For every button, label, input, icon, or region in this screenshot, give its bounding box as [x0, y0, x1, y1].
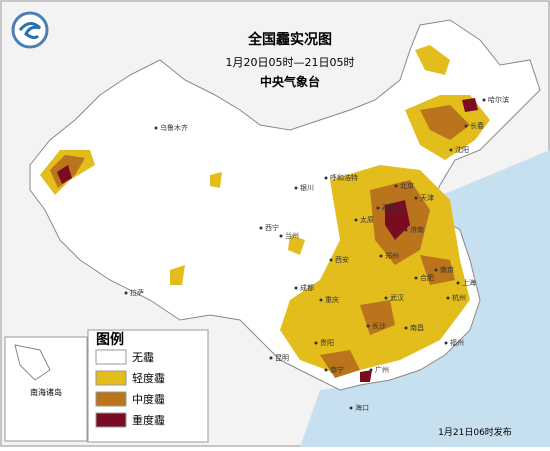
city-dot — [464, 124, 468, 128]
city-label: 南宁 — [330, 365, 344, 374]
city-dot — [324, 176, 328, 180]
city-dot — [404, 326, 408, 330]
city-dot — [369, 368, 373, 372]
inset-land — [14, 344, 51, 381]
logo-mark — [18, 22, 42, 40]
city-label: 重庆 — [325, 295, 339, 304]
city-dot — [314, 341, 318, 345]
city-label: 北京 — [400, 181, 414, 190]
city-label: 海口 — [355, 403, 369, 412]
city-dot — [404, 228, 408, 232]
city-label: 呼和浩特 — [330, 173, 358, 182]
city-label: 昆明 — [275, 354, 289, 362]
city-label: 贵阳 — [320, 338, 334, 347]
city-dot — [294, 186, 298, 190]
city-label: 拉萨 — [130, 288, 144, 297]
period: 1月20日05时—21日05时 — [226, 56, 355, 69]
city-dot — [319, 298, 323, 302]
city-label: 天津 — [420, 194, 434, 202]
city-label: 哈尔滨 — [488, 95, 509, 104]
city-dot — [446, 296, 450, 300]
city-label: 杭州 — [452, 293, 466, 302]
city-dot — [354, 218, 358, 222]
city-label: 南昌 — [410, 323, 424, 332]
city-dot — [329, 258, 333, 262]
legend-swatches — [95, 349, 127, 428]
city-label: 郑州 — [385, 252, 399, 260]
sea — [300, 150, 550, 447]
city-label: 乌鲁木齐 — [160, 123, 188, 132]
city-dot — [366, 324, 370, 328]
city-label: 银川 — [300, 183, 314, 192]
city-label: 成都 — [300, 283, 314, 292]
city-dot — [259, 226, 263, 230]
city-label: 济南 — [410, 225, 424, 234]
city-label: 石家庄 — [382, 203, 403, 212]
city-dot — [384, 296, 388, 300]
legend-label: 重度霾 — [132, 413, 165, 427]
city-dot — [394, 184, 398, 188]
city-dot — [349, 406, 353, 410]
city-dot — [279, 234, 283, 238]
city-dot — [379, 254, 383, 258]
title: 全国霾实况图 — [247, 31, 332, 48]
city-dot — [434, 268, 438, 272]
issued: 1月21日06时发布 — [438, 426, 512, 438]
city-label: 广州 — [375, 365, 389, 374]
city-label: 上海 — [462, 278, 476, 287]
inset-label: 南海诸岛 — [30, 387, 62, 397]
city-dot — [124, 291, 128, 295]
city-label: 西宁 — [265, 223, 279, 232]
city-dot — [482, 98, 486, 102]
city-dot — [324, 368, 328, 372]
city-dot — [376, 206, 380, 210]
legend-label: 中度霾 — [132, 392, 165, 406]
city-label: 太原 — [360, 215, 374, 224]
city-dot — [449, 148, 453, 152]
city-dot — [456, 281, 460, 285]
legend-title: 图例 — [96, 331, 124, 348]
city-label: 兰州 — [285, 231, 299, 240]
city-label: 南京 — [440, 265, 454, 274]
city-label: 武汉 — [390, 293, 404, 302]
city-dot — [414, 276, 418, 280]
city-label: 合肥 — [420, 273, 434, 282]
city-dot — [294, 286, 298, 290]
haze-heavy — [57, 98, 478, 382]
city-dot — [269, 356, 273, 360]
city-label: 西安 — [335, 255, 349, 264]
city-dot — [414, 196, 418, 200]
city-dot — [154, 126, 158, 130]
city-label: 长春 — [470, 121, 484, 130]
city-label: 沈阳 — [455, 145, 469, 154]
agency: 中央气象台 — [260, 74, 320, 89]
city-label: 福州 — [450, 338, 464, 347]
legend-label: 无霾 — [132, 351, 154, 364]
city-label: 长沙 — [372, 321, 386, 330]
city-dot — [444, 341, 448, 345]
legend-label: 轻度霾 — [132, 371, 165, 385]
